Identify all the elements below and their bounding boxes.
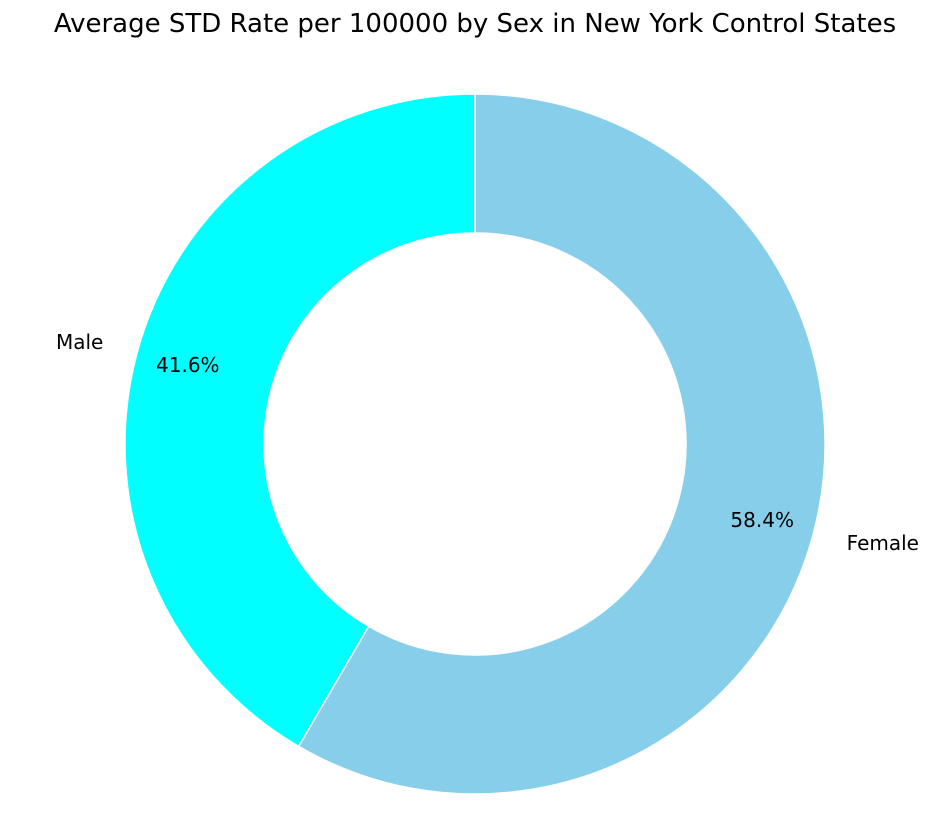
slice-pct-female: 58.4% bbox=[730, 508, 794, 532]
slice-label-male: Male bbox=[56, 330, 103, 354]
slice-male bbox=[124, 93, 476, 748]
slice-label-female: Female bbox=[847, 531, 919, 555]
labels-group: Male 41.6% Female 58.4% bbox=[56, 330, 919, 555]
slices-group bbox=[124, 93, 826, 795]
slice-pct-male: 41.6% bbox=[156, 353, 220, 377]
chart-title: Average STD Rate per 100000 by Sex in Ne… bbox=[54, 9, 896, 39]
slice-female bbox=[297, 93, 826, 795]
